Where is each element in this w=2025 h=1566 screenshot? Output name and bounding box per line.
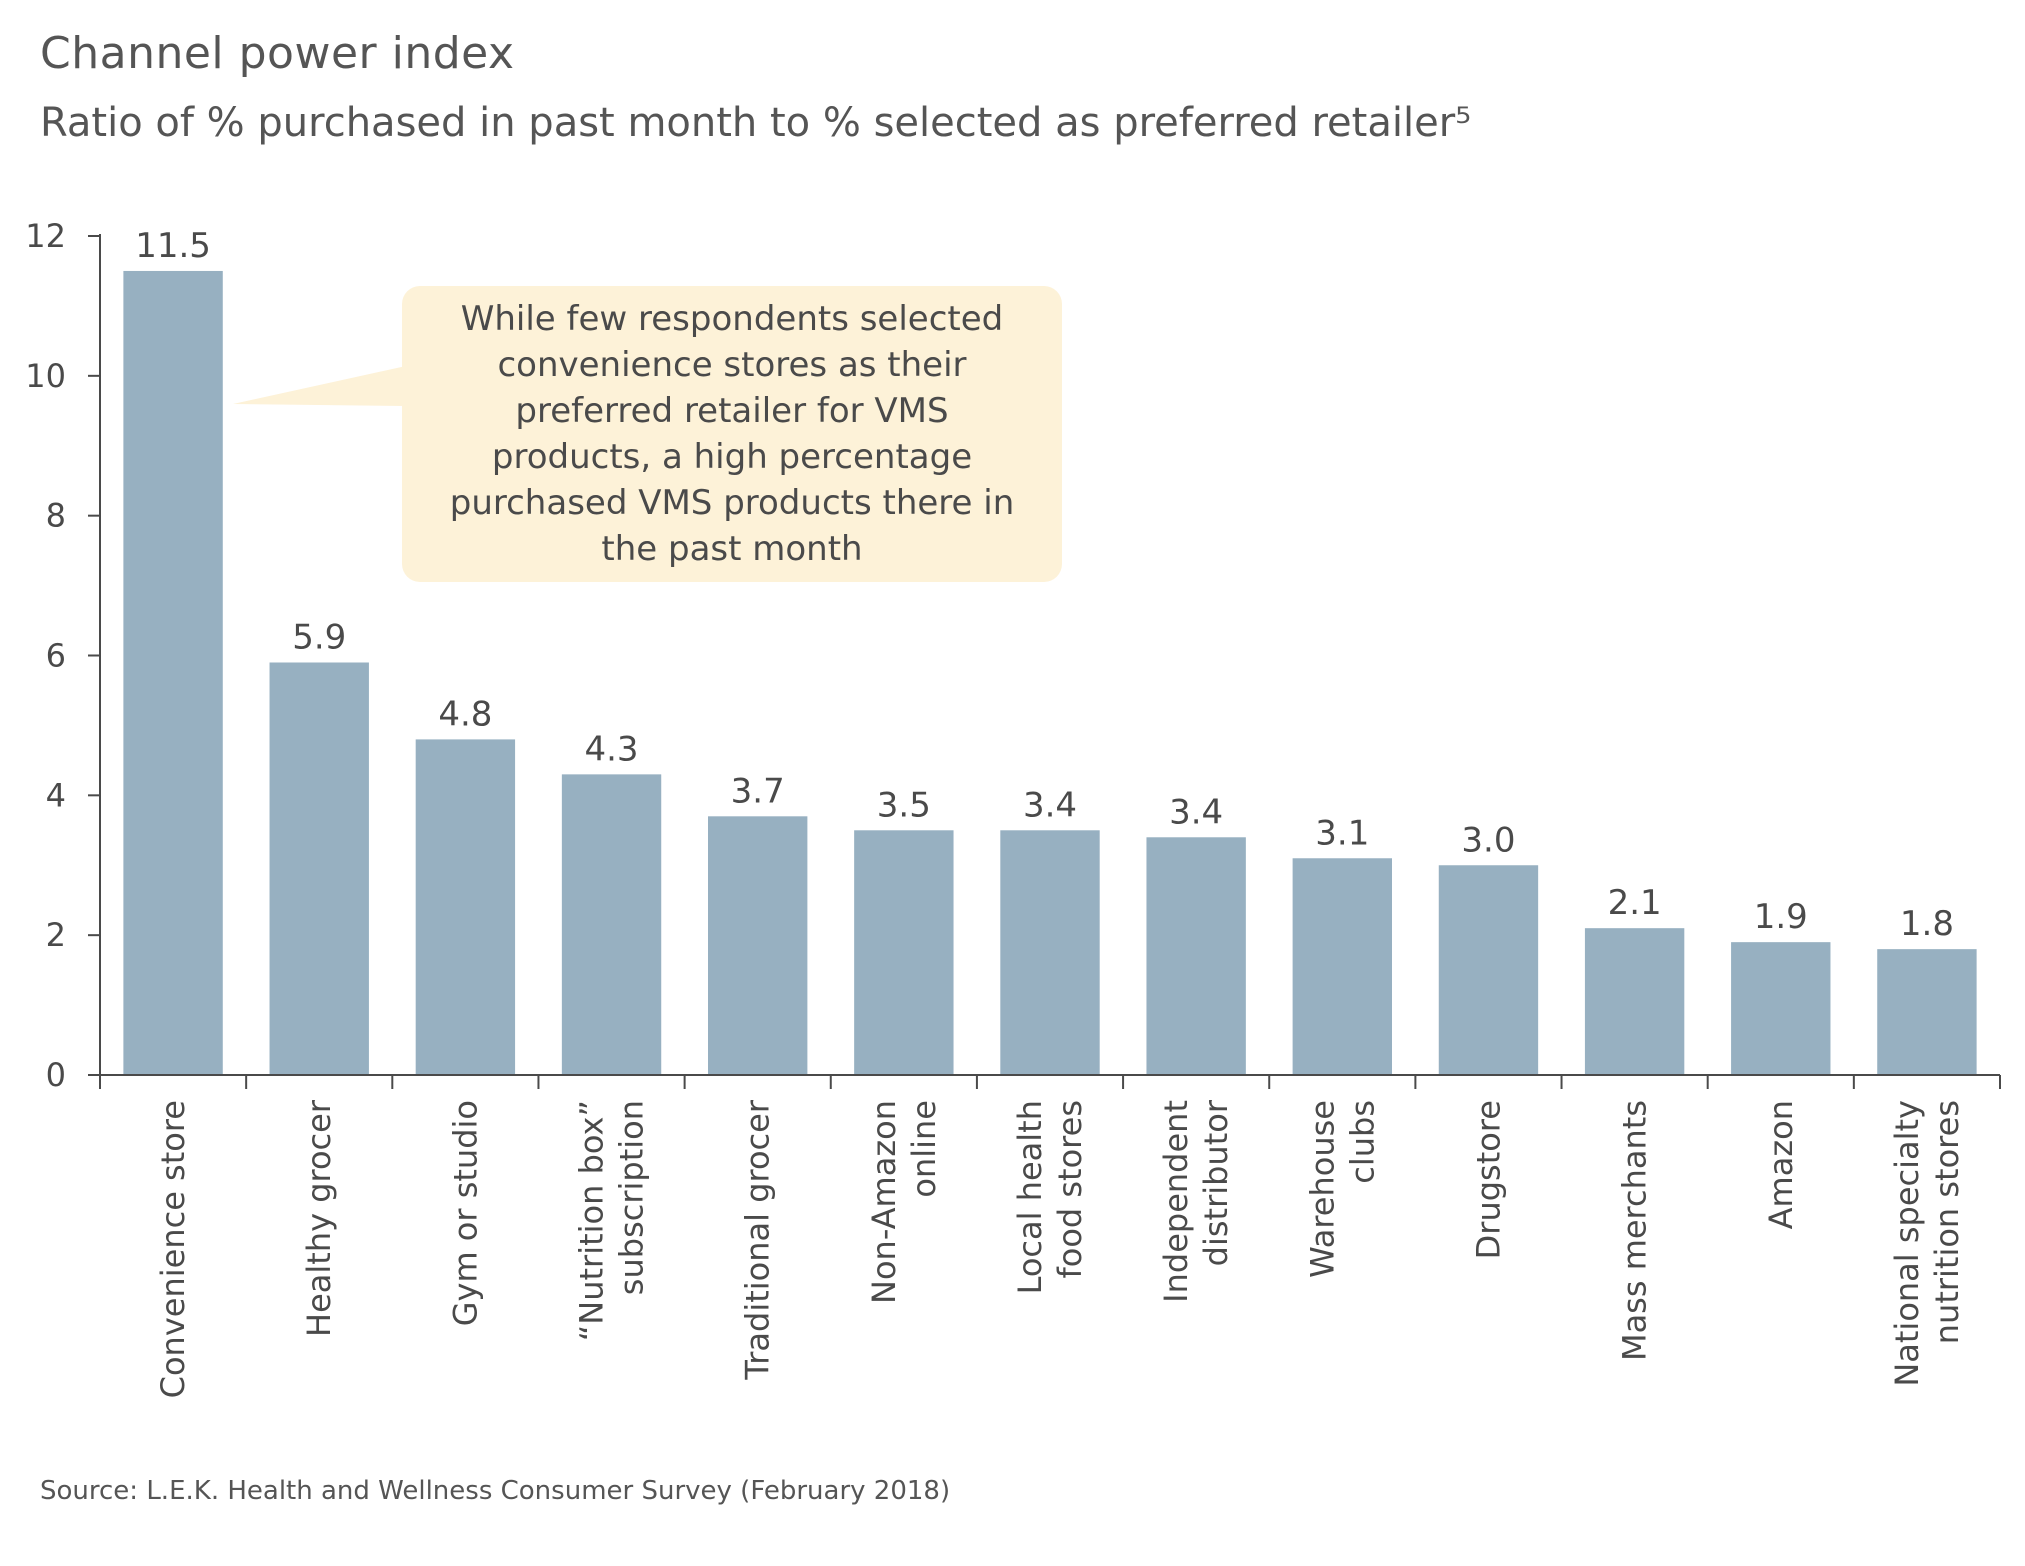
category-label: Drugstore [1469, 1100, 1507, 1259]
bar [415, 739, 516, 1075]
bar [1000, 830, 1100, 1075]
y-tick-label: 6 [46, 637, 66, 675]
category-label: “Nutrition box” subscription [573, 1100, 651, 1341]
y-tick-label: 0 [46, 1056, 66, 1094]
y-tick-label: 4 [46, 776, 66, 814]
category-label-line: subscription [613, 1100, 651, 1295]
category-label-line: distributor [1197, 1099, 1235, 1266]
source-note: Source: L.E.K. Health and Wellness Consu… [40, 1476, 951, 1506]
bar [561, 774, 662, 1075]
category-label-line: Gym or studio [446, 1100, 484, 1326]
category-labels-group: Convenience store Healthy grocer Gym or st… [154, 1099, 1966, 1398]
callout-box: While few respondents selected convenien… [402, 286, 1062, 582]
category-label-line: Convenience store [154, 1100, 192, 1398]
category-label: Gym or studio [446, 1100, 484, 1326]
data-label: 4.3 [584, 729, 638, 769]
category-label: Mass merchants [1616, 1100, 1654, 1361]
bar [708, 816, 808, 1075]
category-label-line: nutrition stores [1928, 1100, 1966, 1344]
category-label: Healthy grocer [300, 1099, 338, 1337]
y-tick-label: 10 [25, 357, 66, 395]
bar [1584, 928, 1685, 1075]
data-label: 3.4 [1169, 792, 1223, 832]
category-label-line: Mass merchants [1616, 1100, 1654, 1361]
callout-text: While few respondents selected convenien… [449, 299, 1015, 569]
category-label: Non-Amazon online [865, 1100, 943, 1304]
category-label-line: Independent [1157, 1100, 1195, 1303]
category-label-line: Healthy grocer [300, 1099, 338, 1337]
y-tick-label: 8 [46, 497, 66, 535]
page-title: Channel power index [40, 28, 515, 79]
y-tick-label: 2 [46, 916, 66, 954]
data-label: 3.1 [1315, 813, 1369, 853]
category-label-line: Non-Amazon [865, 1100, 903, 1304]
axes-group: 0 2 4 6 8 10 12 [25, 217, 2001, 1094]
category-label-line: Drugstore [1469, 1100, 1507, 1259]
data-label: 3.4 [1023, 785, 1077, 825]
data-label: 1.9 [1754, 897, 1808, 937]
category-label: Independent distributor [1157, 1099, 1235, 1303]
y-tick-label: 12 [25, 217, 66, 255]
bar [1292, 858, 1392, 1075]
bar [1146, 837, 1246, 1075]
value-labels-group: 11.5 5.9 4.8 4.3 3.7 3.5 3.4 3.4 3.1 3.0 2.1 1.9 1.8 [135, 226, 1954, 944]
category-label-line: online [905, 1100, 943, 1198]
category-label-line: “Nutrition box” [573, 1100, 611, 1341]
data-label: 2.1 [1608, 883, 1662, 923]
category-label: Local health food stores [1011, 1100, 1089, 1294]
data-label: 4.8 [438, 694, 492, 734]
category-label: Traditional grocer [739, 1099, 777, 1380]
data-label: 3.5 [877, 785, 931, 825]
bar [1731, 942, 1831, 1075]
data-label: 3.0 [1461, 820, 1515, 860]
category-label-line: National specialty [1888, 1100, 1926, 1387]
bar [269, 662, 369, 1075]
category-label: National specialty nutrition stores [1888, 1100, 1966, 1387]
bar [1877, 949, 1977, 1075]
category-label-line: Local health [1011, 1100, 1049, 1294]
data-label: 11.5 [135, 226, 211, 266]
category-label-line: Traditional grocer [739, 1099, 777, 1380]
category-label: Amazon [1762, 1100, 1800, 1229]
category-label-line: Amazon [1762, 1100, 1800, 1229]
data-label: 3.7 [731, 771, 785, 811]
bars-group [123, 270, 1977, 1075]
category-label: Warehouse clubs [1303, 1100, 1381, 1278]
bar [123, 270, 223, 1075]
category-label-line: Warehouse [1303, 1100, 1341, 1278]
category-label: Convenience store [154, 1100, 192, 1398]
page-subtitle: Ratio of % purchased in past month to % … [40, 100, 1472, 146]
callout-pointer [233, 366, 406, 406]
category-label-line: clubs [1343, 1100, 1381, 1184]
data-label: 5.9 [292, 617, 346, 657]
bar [854, 830, 954, 1075]
data-label: 1.8 [1900, 904, 1954, 944]
category-label-line: food stores [1051, 1100, 1089, 1279]
bar [1438, 865, 1539, 1075]
